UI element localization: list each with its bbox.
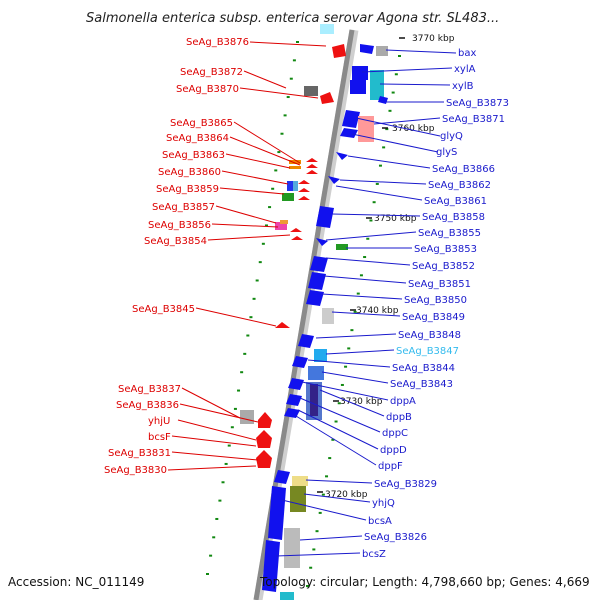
gene-label[interactable]: SeAg_B3865	[170, 118, 233, 129]
gene-label[interactable]: dppA	[390, 396, 416, 407]
topology-text: Topology: circular; Length: 4,798,660 bp…	[259, 575, 590, 589]
left-gene-labels: SeAg_B3876 SeAg_B3872 SeAg_B3870 SeAg_B3…	[104, 37, 249, 476]
gene-label[interactable]: SeAg_B3850	[404, 295, 467, 306]
accession-text: Accession: NC_011149	[8, 575, 144, 589]
gene-label[interactable]: SeAg_B3870	[176, 84, 239, 95]
right-leader-lines	[275, 49, 457, 557]
gene-label[interactable]: SeAg_B3872	[180, 67, 243, 78]
gene-label[interactable]: bcsA	[368, 516, 392, 527]
gene-label[interactable]: bcsF	[148, 432, 171, 443]
gene-label[interactable]: SeAg_B3851	[408, 279, 471, 290]
scale-label: 3750 kbp	[374, 214, 417, 224]
gene-label[interactable]: SeAg_B3873	[446, 98, 509, 109]
gene-label[interactable]: SeAg_B3866	[432, 164, 495, 175]
reverse-genes	[262, 44, 388, 600]
gene-label[interactable]: SeAg_B3844	[392, 363, 455, 374]
gene-label[interactable]: SeAg_B3858	[422, 212, 485, 223]
gene-label[interactable]: SeAg_B3852	[412, 261, 475, 272]
gene-label[interactable]: yhjU	[148, 416, 170, 427]
gene-label[interactable]: dppD	[380, 445, 407, 456]
gene-label[interactable]: SeAg_B3848	[398, 330, 461, 341]
gene-label[interactable]: SeAg_B3853	[414, 244, 477, 255]
gene-label[interactable]: glyS	[436, 147, 457, 158]
gene-label[interactable]: xylB	[452, 81, 474, 92]
gene-label[interactable]: dppF	[378, 461, 403, 472]
gene-label[interactable]: dppB	[386, 412, 412, 423]
gene-label[interactable]: SeAg_B3861	[424, 196, 487, 207]
left-leader-lines	[167, 41, 327, 471]
gene-label[interactable]: SeAg_B3855	[418, 228, 481, 239]
right-gene-labels: bax xylA xylB SeAg_B3873 SeAg_B3871 glyQ…	[362, 48, 509, 560]
gene-label[interactable]: SeAg_B3826	[364, 532, 427, 543]
scale-label: 3760 kbp	[392, 124, 435, 134]
gene-label[interactable]: SeAg_B3862	[428, 180, 491, 191]
right-tick-track	[306, 55, 401, 587]
gene-label[interactable]: SeAg_B3843	[390, 379, 453, 390]
gene-label[interactable]: SeAg_B3831	[108, 448, 171, 459]
gene-label[interactable]: SeAg_B3864	[166, 133, 229, 144]
gene-label-highlighted[interactable]: SeAg_B3847	[396, 346, 459, 357]
scale-ticks: 3770 kbp 3760 kbp 3750 kbp 3740 kbp 3730…	[317, 34, 455, 500]
gene-label[interactable]: SeAg_B3857	[152, 202, 215, 213]
scale-label: 3770 kbp	[412, 34, 455, 44]
gene-label[interactable]: bax	[458, 48, 476, 59]
gene-label[interactable]: SeAg_B3871	[442, 114, 505, 125]
gene-label[interactable]: SeAg_B3859	[156, 184, 219, 195]
gene-label[interactable]: SeAg_B3860	[158, 167, 221, 178]
gene-label[interactable]: SeAg_B3856	[148, 220, 211, 231]
gene-label[interactable]: SeAg_B3837	[118, 384, 181, 395]
gene-label[interactable]: xylA	[454, 64, 476, 75]
gene-label[interactable]: SeAg_B3854	[144, 236, 207, 247]
gene-label[interactable]: SeAg_B3836	[116, 400, 179, 411]
gene-label[interactable]: SeAg_B3829	[374, 479, 437, 490]
scale-label: 3730 kbp	[340, 397, 383, 407]
gene-label[interactable]: SeAg_B3845	[132, 304, 195, 315]
gene-label[interactable]: SeAg_B3830	[104, 465, 167, 476]
gene-label[interactable]: dppC	[382, 428, 408, 439]
scale-label: 3720 kbp	[325, 490, 368, 500]
scale-label: 3740 kbp	[356, 306, 399, 316]
genome-title: Salmonella enterica subsp. enterica sero…	[86, 11, 499, 26]
gene-label[interactable]: SeAg_B3863	[162, 150, 225, 161]
left-tick-track	[206, 41, 299, 575]
gene-label[interactable]: SeAg_B3876	[186, 37, 249, 48]
gene-label[interactable]: SeAg_B3849	[402, 312, 465, 323]
gene-label[interactable]: glyQ	[440, 131, 463, 142]
forward-genes	[240, 24, 346, 468]
gene-label[interactable]: bcsZ	[362, 549, 386, 560]
gene-label[interactable]: yhjQ	[372, 498, 395, 509]
